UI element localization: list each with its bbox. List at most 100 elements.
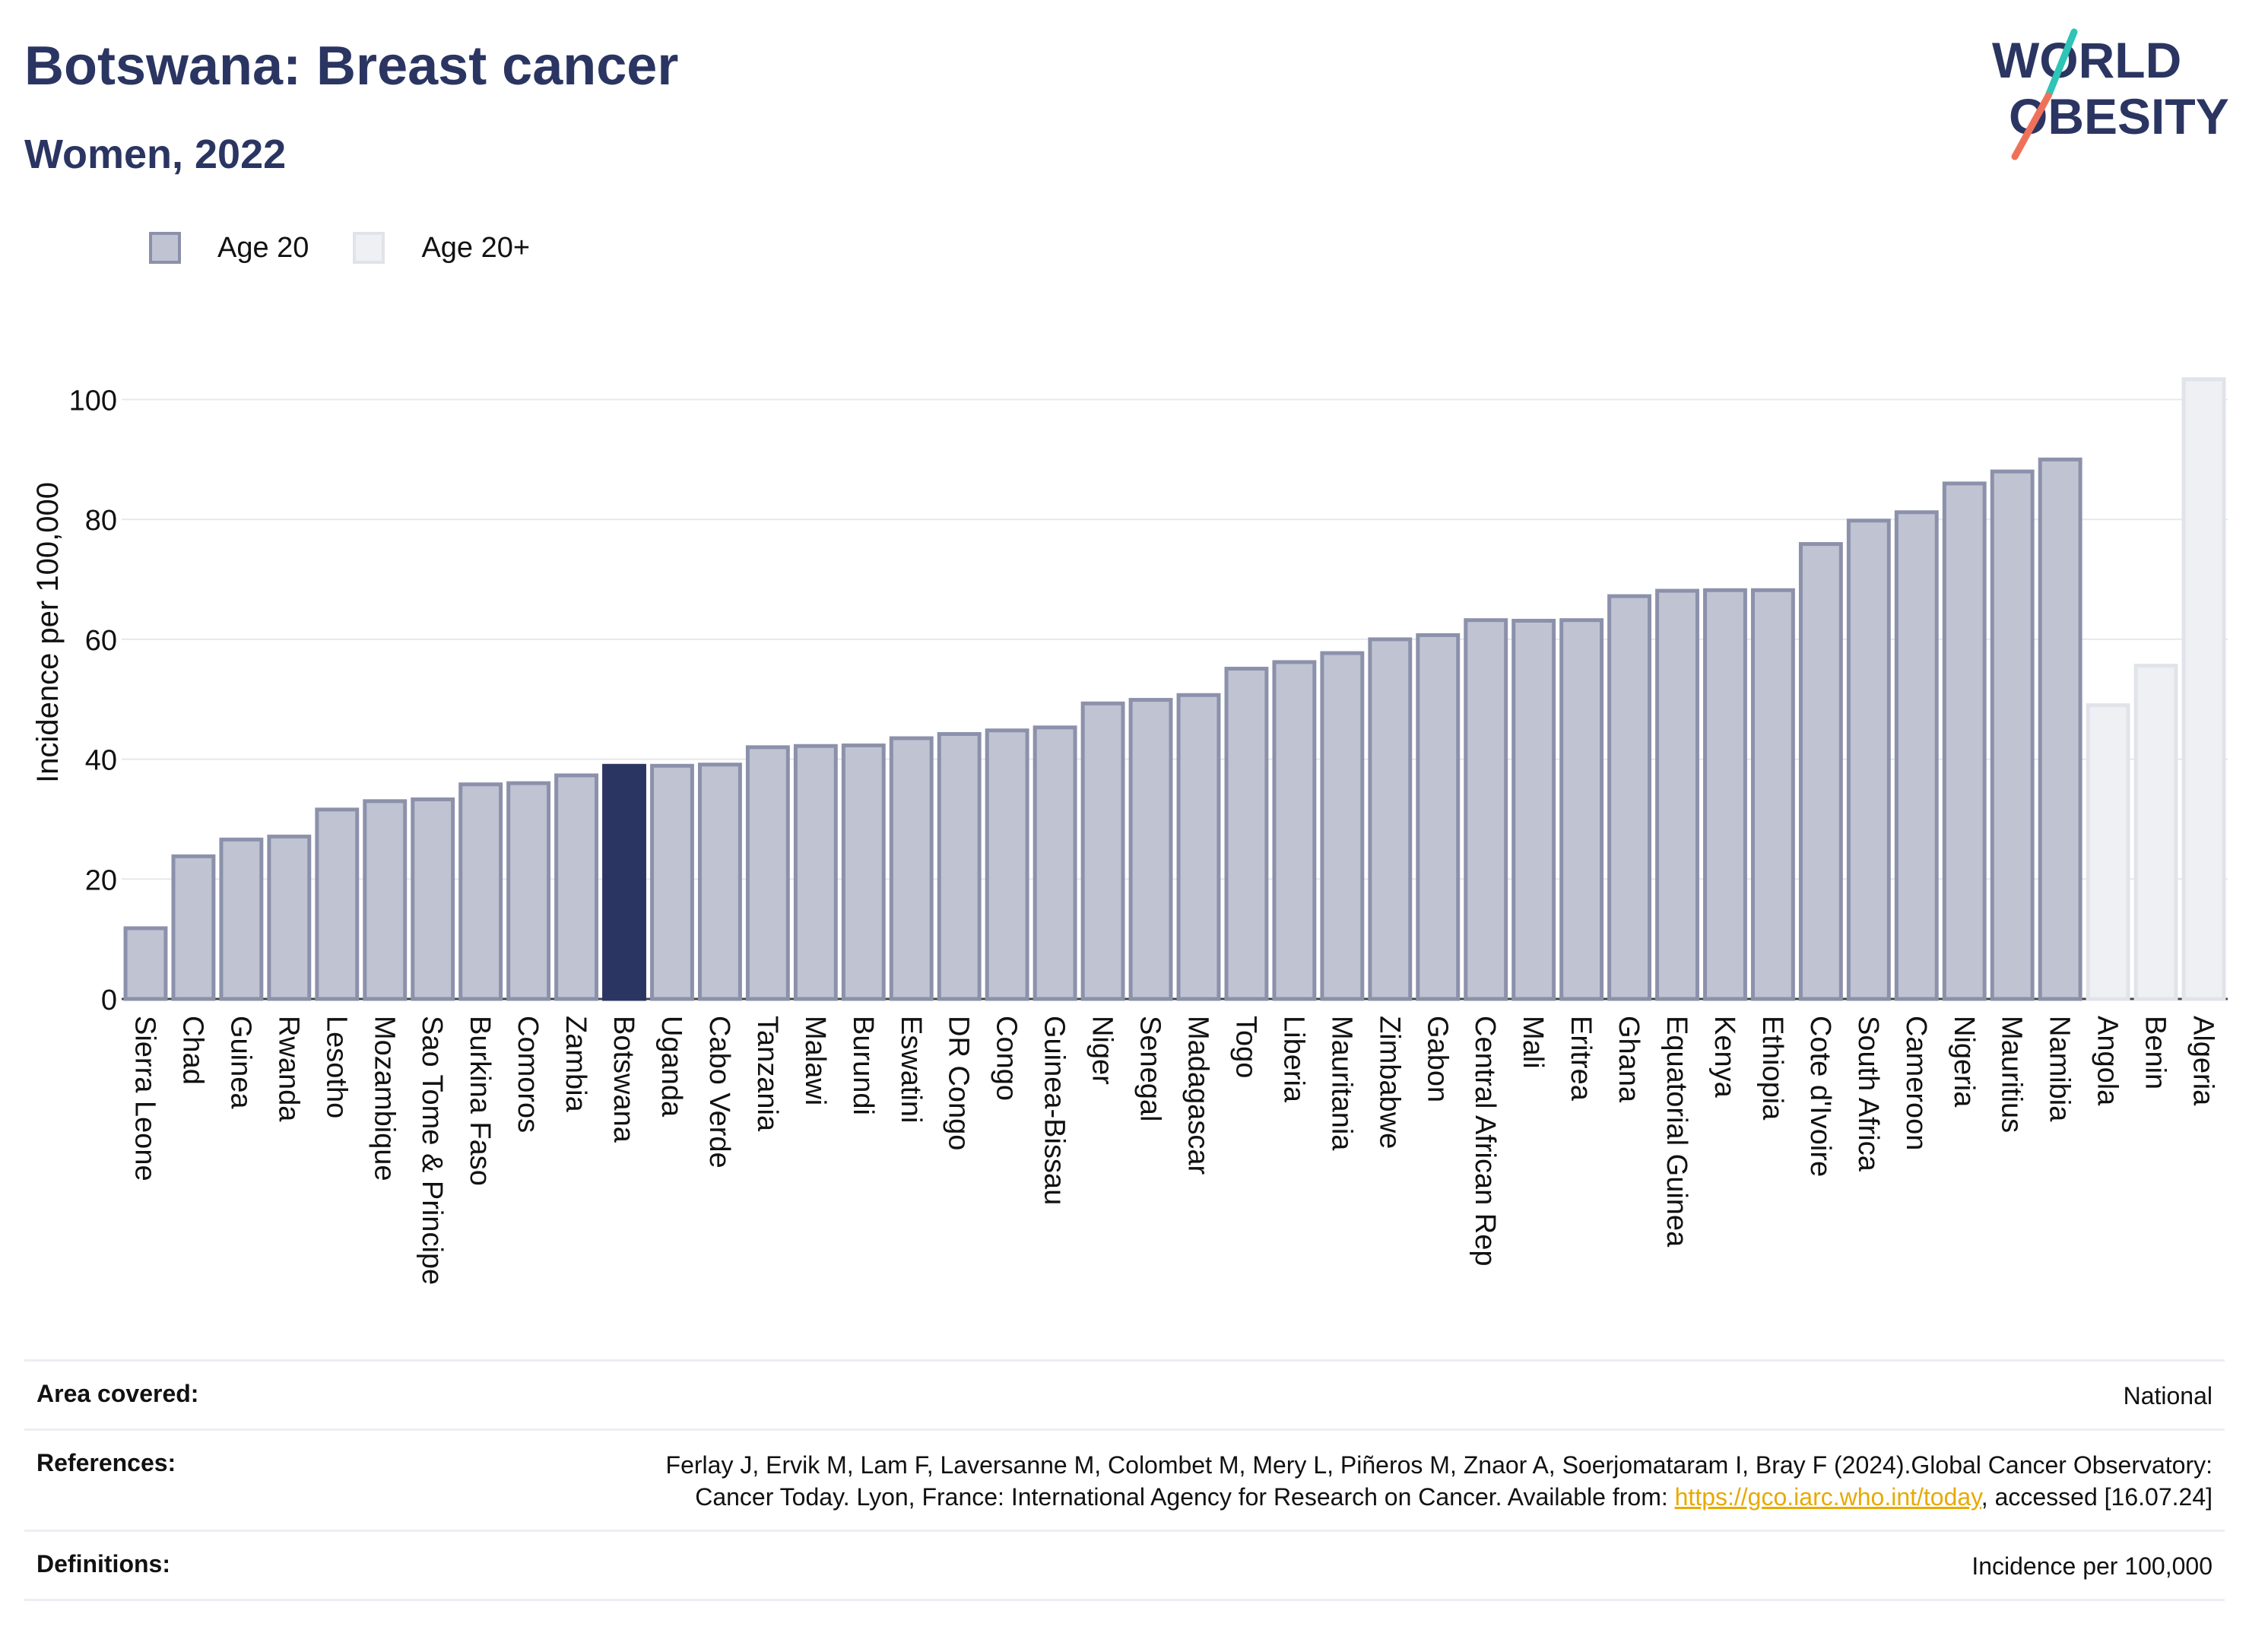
reference-accessed: , accessed [16.07.24]	[1981, 1483, 2213, 1511]
x-tick-label: Sierra Leone	[128, 1016, 160, 1181]
bar-burkina-faso[interactable]	[458, 782, 503, 1001]
y-tick-label: 0	[101, 985, 117, 1016]
x-tick-label: Congo	[991, 1016, 1023, 1101]
x-tick-label: Kenya	[1708, 1016, 1740, 1099]
page-subtitle: Women, 2022	[24, 132, 287, 177]
legend-label-age20: Age 20	[217, 231, 309, 264]
bar-guinea[interactable]	[219, 837, 264, 1001]
legend-item-age20plus[interactable]: Age 20+	[353, 232, 530, 265]
x-tick-label: Senegal	[1134, 1016, 1166, 1121]
x-tick-label: Cabo Verde	[703, 1016, 735, 1168]
bar-uganda[interactable]	[650, 763, 694, 1001]
bar-dr-congo[interactable]	[937, 732, 982, 1001]
bar-liberia[interactable]	[1272, 660, 1317, 1001]
bar-algeria[interactable]	[2181, 377, 2226, 1001]
info-row-references: References: Ferlay J, Ervik M, Lam F, La…	[24, 1428, 2225, 1530]
x-tick-label: Burundi	[847, 1016, 879, 1115]
x-tick-label: Burkina Faso	[464, 1016, 496, 1186]
x-tick-label: Benin	[2140, 1016, 2171, 1089]
bar-mauritania[interactable]	[1320, 651, 1365, 1001]
x-tick-label: Eswatini	[895, 1016, 927, 1124]
bar-namibia[interactable]	[2038, 457, 2082, 1001]
x-tick-label: Lesotho	[320, 1016, 352, 1118]
x-tick-label: Liberia	[1277, 1016, 1309, 1103]
bar-kenya[interactable]	[1703, 588, 1747, 1001]
y-tick-label: 100	[69, 385, 117, 417]
logo-slash-coral	[2011, 92, 2052, 160]
x-tick-label: Equatorial Guinea	[1661, 1016, 1692, 1248]
bar-eswatini[interactable]	[889, 736, 934, 1001]
info-label-area: Area covered:	[36, 1380, 199, 1407]
bar-tanzania[interactable]	[745, 745, 790, 1001]
bar-rwanda[interactable]	[267, 834, 312, 1001]
info-row-area: Area covered: National	[24, 1359, 2225, 1428]
x-tick-labels: Sierra Leone Chad Guinea Rwanda Lesotho Mozam…	[128, 1016, 2219, 1285]
bar-sao-tome-principe[interactable]	[411, 797, 455, 1001]
bar-congo[interactable]	[985, 728, 1029, 1001]
x-tick-label: Niger	[1086, 1016, 1118, 1085]
bar-malawi[interactable]	[793, 744, 838, 1001]
x-tick-label: Namibia	[2044, 1016, 2076, 1122]
x-tick-label: Botswana	[607, 1016, 639, 1143]
bar-benin[interactable]	[2133, 664, 2178, 1001]
x-tick-label: Uganda	[655, 1016, 687, 1118]
y-tick-label: 60	[85, 625, 117, 657]
chart-legend: Age 20 Age 20+	[149, 225, 574, 271]
bar-madagascar[interactable]	[1176, 693, 1221, 1001]
world-obesity-logo: WORLD OBESITY	[1992, 28, 2229, 160]
x-tick-label: Cameroon	[1900, 1016, 1932, 1150]
bar-niger[interactable]	[1080, 701, 1125, 1001]
bar-chad[interactable]	[171, 854, 216, 1001]
bar-sierra-leone[interactable]	[123, 926, 168, 1001]
bar-ethiopia[interactable]	[1750, 588, 1795, 1001]
bar-guinea-bissau[interactable]	[1033, 725, 1077, 1001]
x-tick-label: Ghana	[1613, 1016, 1645, 1103]
bar-central-african-rep[interactable]	[1464, 618, 1508, 1001]
bar-cameroon[interactable]	[1894, 510, 1939, 1001]
x-tick-label: Mali	[1517, 1016, 1549, 1069]
x-tick-label: South Africa	[1852, 1016, 1884, 1172]
bar-comoros[interactable]	[506, 781, 551, 1001]
reference-link[interactable]: https://gco.iarc.who.int/today	[1674, 1483, 1981, 1511]
info-label-references: References:	[36, 1449, 176, 1476]
bar-south-africa[interactable]	[1846, 518, 1891, 1001]
legend-item-age20[interactable]: Age 20	[149, 232, 309, 265]
bar-cabo-verde[interactable]	[697, 763, 742, 1001]
bar-mali[interactable]	[1511, 618, 1556, 1001]
bar-zambia[interactable]	[554, 773, 599, 1001]
x-tick-label: Central African Rep	[1469, 1016, 1501, 1267]
bar-togo[interactable]	[1224, 667, 1269, 1001]
x-tick-label: Comoros	[512, 1016, 544, 1133]
x-tick-label: Mauritania	[1325, 1016, 1357, 1151]
bar-eritrea[interactable]	[1559, 618, 1604, 1001]
bar-cote-d-ivoire[interactable]	[1798, 542, 1843, 1001]
bar-ghana[interactable]	[1607, 594, 1652, 1001]
x-tick-label: Guinea-Bissau	[1039, 1016, 1071, 1205]
x-tick-label: Angola	[2092, 1016, 2124, 1106]
bar-gabon[interactable]	[1416, 633, 1461, 1001]
bar-zimbabwe[interactable]	[1368, 637, 1413, 1001]
x-tick-label: Gabon	[1421, 1016, 1453, 1102]
bar-equatorial-guinea[interactable]	[1655, 588, 1699, 1001]
x-tick-label: Nigeria	[1948, 1016, 1980, 1108]
x-tick-label: Tanzania	[751, 1016, 783, 1132]
bar-angola[interactable]	[2086, 703, 2130, 1001]
bar-nigeria[interactable]	[1942, 481, 1987, 1001]
y-axis-label: Incidence per 100,000	[31, 482, 65, 783]
x-tick-label: Zambia	[560, 1016, 592, 1113]
info-label-definitions: Definitions:	[36, 1550, 170, 1577]
y-tick-label: 20	[85, 864, 117, 896]
legend-label-age20plus: Age 20+	[421, 231, 531, 264]
bar-lesotho[interactable]	[315, 807, 360, 1001]
bar-botswana[interactable]	[602, 763, 646, 1001]
bar-mauritius[interactable]	[1990, 469, 2035, 1001]
bar-burundi[interactable]	[841, 743, 886, 1001]
info-value-references: Ferlay J, Ervik M, Lam F, Laversanne M, …	[616, 1449, 2213, 1513]
x-tick-label: Malawi	[799, 1016, 831, 1105]
bar-senegal[interactable]	[1128, 698, 1173, 1001]
info-table: Area covered: National References: Ferla…	[24, 1359, 2225, 1601]
y-tick-label: 80	[85, 505, 117, 537]
info-value-area: National	[2123, 1382, 2213, 1409]
bar-mozambique[interactable]	[363, 799, 408, 1001]
legend-swatch-age20	[149, 232, 181, 264]
